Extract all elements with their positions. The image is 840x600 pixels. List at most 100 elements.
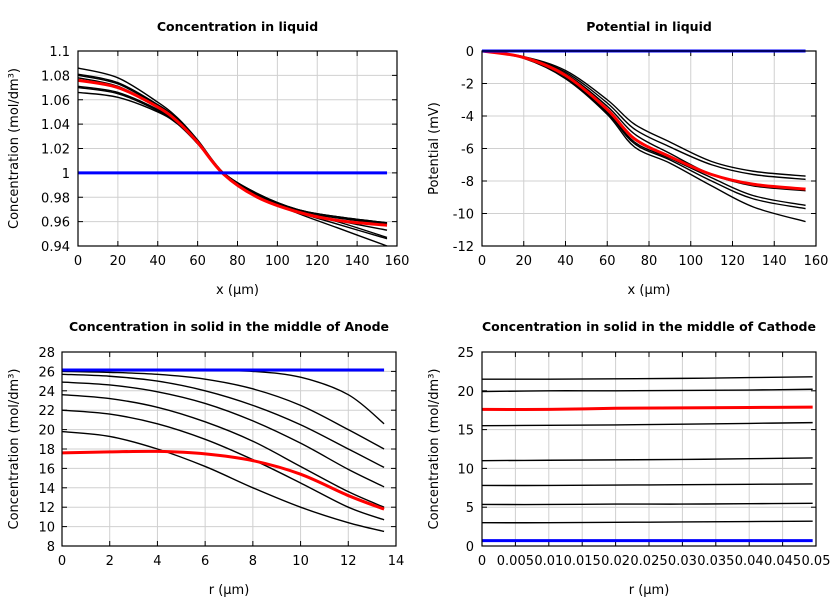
- y-tick-label: 1.04: [41, 118, 70, 133]
- plot-frame: [77, 50, 398, 247]
- series-line-1: [481, 50, 806, 177]
- series-line-4: [481, 457, 813, 462]
- x-tick-label: 80: [641, 254, 658, 269]
- plot-frame: [481, 351, 817, 547]
- x-tick-label: 12: [340, 554, 357, 569]
- y-tick-label: 1.1: [49, 45, 70, 60]
- series-line-2: [61, 370, 385, 450]
- y-axis-label: Potential (mV): [427, 102, 442, 195]
- x-tick-label: 0.02: [601, 554, 630, 569]
- series-line-5: [77, 85, 388, 225]
- x-tick-label: 4: [153, 554, 161, 569]
- x-tick-label: 160: [804, 254, 829, 269]
- x-tick-label: 20: [110, 254, 127, 269]
- y-tick-label: -12: [453, 240, 474, 255]
- y-tick-label: 24: [38, 385, 55, 400]
- y-tick-label: -8: [461, 175, 474, 190]
- chart-title: Concentration in solid in the middle of …: [482, 319, 816, 334]
- x-tick-label: 0.03: [668, 554, 697, 569]
- x-tick-label: 120: [720, 254, 745, 269]
- y-tick-label: 26: [38, 365, 55, 380]
- x-tick-label: 8: [249, 554, 257, 569]
- y-tick-label: -6: [461, 143, 474, 158]
- x-axis-label: x (μm): [628, 283, 671, 298]
- x-tick-label: 0: [478, 254, 486, 269]
- series-line-8: [61, 449, 385, 511]
- series-line-1: [62, 369, 385, 425]
- y-tick-label: 1.06: [41, 94, 70, 109]
- x-tick-label: 10: [292, 554, 309, 569]
- y-tick-label: -2: [461, 78, 474, 93]
- series-line-4: [77, 77, 388, 231]
- y-tick-label: -10: [453, 208, 474, 223]
- x-tick-label: 6: [201, 554, 209, 569]
- chart-panel-1: Concentration in liquid 0 20 40 60 80 100 120 14…: [7, 19, 409, 298]
- y-tick-label: 8: [47, 540, 55, 555]
- x-axis-label: r (μm): [209, 583, 250, 598]
- chart-title: Concentration in solid in the middle of …: [69, 319, 389, 334]
- series-line-2: [481, 50, 806, 181]
- chart-panel-4: Concentration in solid in the middle of …: [427, 319, 830, 598]
- series-line-1: [481, 376, 813, 380]
- x-axis-label: r (μm): [629, 583, 670, 598]
- series-line-8: [481, 405, 813, 412]
- x-tick-label: 40: [557, 254, 574, 269]
- series-line-7: [77, 91, 388, 224]
- x-tick-label: 40: [149, 254, 166, 269]
- y-axis-label: Concentration (mol/dm³): [427, 369, 442, 530]
- y-tick-label: 5: [466, 501, 474, 516]
- x-tick-label: 0: [74, 254, 82, 269]
- x-tick-label: 120: [305, 254, 330, 269]
- x-tick-label: 0.015: [564, 554, 601, 569]
- series-line-6: [77, 86, 388, 224]
- x-tick-label: 0.05: [802, 554, 831, 569]
- x-tick-label: 0: [478, 554, 486, 569]
- series-line-8: [77, 78, 388, 227]
- y-tick-label: 1: [62, 167, 70, 182]
- x-tick-label: 60: [599, 254, 616, 269]
- y-tick-label: 10: [38, 521, 55, 536]
- y-tick-label: 12: [38, 501, 55, 516]
- x-tick-label: 0.005: [497, 554, 534, 569]
- series-line-7: [481, 520, 813, 524]
- series-line-6: [481, 502, 813, 506]
- y-tick-label: 1.08: [41, 69, 70, 84]
- y-tick-label: 25: [457, 346, 474, 361]
- x-tick-label: 60: [189, 254, 206, 269]
- series-line-7: [481, 49, 806, 191]
- x-tick-label: 140: [345, 254, 370, 269]
- plot-frame: [61, 351, 397, 547]
- series-line-4: [481, 50, 806, 207]
- x-tick-label: 0: [58, 554, 66, 569]
- x-tick-label: 100: [265, 254, 290, 269]
- y-axis-label: Concentration (mol/dm³): [7, 369, 22, 530]
- x-tick-label: 14: [388, 554, 405, 569]
- series-line-6: [61, 409, 385, 521]
- series-line-5: [481, 483, 813, 487]
- series-line-3: [61, 373, 385, 469]
- y-tick-label: 14: [38, 482, 55, 497]
- y-tick-label: 0: [466, 540, 474, 555]
- y-tick-label: 1.02: [41, 143, 70, 158]
- series-line-7: [61, 430, 385, 533]
- y-tick-label: 16: [38, 462, 55, 477]
- series-line-3: [481, 421, 813, 427]
- y-tick-label: 10: [457, 462, 474, 477]
- y-tick-label: 18: [38, 443, 55, 458]
- y-tick-label: 28: [38, 346, 55, 361]
- chart-title: Concentration in liquid: [157, 19, 318, 34]
- y-tick-label: 0.96: [41, 216, 70, 231]
- x-tick-label: 160: [385, 254, 410, 269]
- y-tick-label: 0.98: [41, 191, 70, 206]
- x-axis-label: x (μm): [216, 283, 259, 298]
- y-tick-label: 20: [457, 385, 474, 400]
- x-tick-label: 0.025: [630, 554, 667, 569]
- y-tick-label: 15: [457, 424, 474, 439]
- y-tick-label: 0: [466, 45, 474, 60]
- y-tick-label: 20: [38, 424, 55, 439]
- chart-panel-2: Potential in liquid 0 20 40 60 80 100 120 140 160…: [427, 19, 828, 298]
- x-tick-label: 20: [515, 254, 532, 269]
- x-tick-label: 2: [106, 554, 114, 569]
- x-tick-label: 80: [229, 254, 246, 269]
